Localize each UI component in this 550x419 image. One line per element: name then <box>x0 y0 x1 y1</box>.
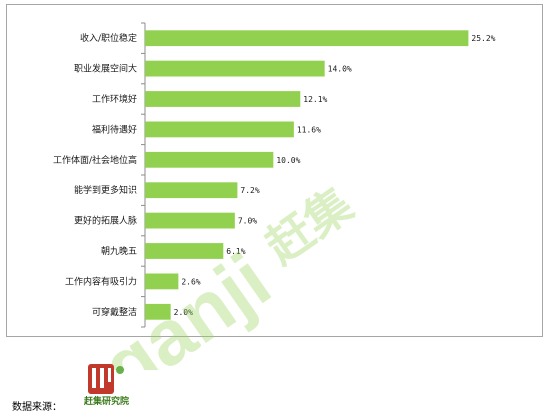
category-label: 职业发展空间大 <box>74 63 137 75</box>
source-label: 数据来源： <box>12 402 62 413</box>
bar-chart: 收入/职位稳定 25.2% 职业发展空间大 14.0% 工作环境好 12.1% 福利待遇好 1… <box>53 22 496 328</box>
category-label: 工作内容有吸引力 <box>65 275 137 287</box>
value-label: 2.0% <box>174 308 193 317</box>
value-label: 7.0% <box>238 217 257 226</box>
category-label: 可穿戴整洁 <box>92 306 137 318</box>
bar <box>145 243 224 259</box>
bar <box>145 60 325 77</box>
value-label: 12.1% <box>303 95 327 104</box>
bar <box>145 121 294 138</box>
category-label: 朝九晚五 <box>101 246 137 257</box>
bar <box>145 151 274 168</box>
chart-frame: 收入/职位稳定 25.2% 职业发展空间大 14.0% 工作环境好 12.1% 福利待遇好 1… <box>6 4 543 337</box>
value-label: 10.0% <box>276 156 300 165</box>
ganji-logo-icon <box>88 364 124 394</box>
category-label: 工作体面/社会地位高 <box>53 154 137 166</box>
value-label: 2.6% <box>181 277 200 286</box>
bar <box>145 182 238 199</box>
category-label: 工作环境好 <box>92 93 137 105</box>
value-label: 14.0% <box>328 65 352 74</box>
value-label: 6.1% <box>226 247 245 256</box>
category-label: 福利待遇好 <box>92 123 137 135</box>
bar <box>145 30 469 47</box>
category-label: 能学到更多知识 <box>74 184 137 196</box>
bar <box>145 303 171 320</box>
bar <box>145 91 301 107</box>
value-label: 7.2% <box>240 186 259 195</box>
category-label: 收入/职位稳定 <box>80 32 137 44</box>
logo-caption: 赶集研究院 <box>84 397 130 407</box>
bar <box>145 273 179 290</box>
value-label: 25.2% <box>471 34 495 43</box>
value-label: 11.6% <box>297 125 321 134</box>
category-label: 更好的拓展人脉 <box>74 215 137 227</box>
bar <box>145 212 235 229</box>
